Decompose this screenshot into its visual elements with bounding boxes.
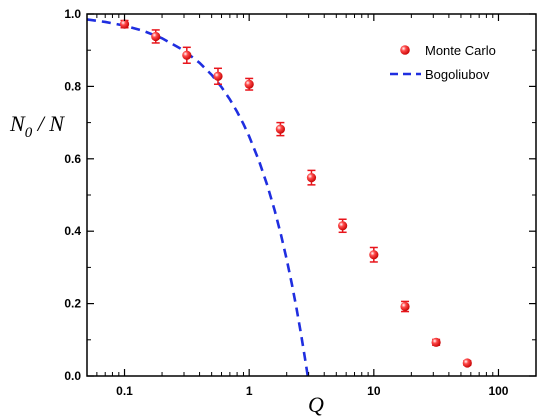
y-tick-label: 0.6 [64,152,81,166]
mc-marker [369,250,379,260]
legend-monte-carlo-label: Monte Carlo [425,43,496,58]
y-tick-label: 0.0 [64,369,81,383]
mc-point [338,218,348,234]
y-axis-title: N0 / N [9,111,65,141]
legend: Monte Carlo Bogoliubov [390,43,496,82]
mc-marker [275,124,285,134]
y-axis-title-sub: 0 [25,125,33,141]
mc-point [462,358,472,368]
mc-marker [400,301,410,312]
mc-marker [306,173,317,183]
mc-point [275,121,285,137]
mc-marker [431,337,441,347]
mc-marker [151,31,161,42]
y-tick-label: 0.2 [64,297,81,311]
mc-point [119,19,130,29]
mc-point [306,169,317,186]
mc-marker [182,50,192,60]
x-axis-title: Q [308,392,324,417]
y-tick-label: 0.8 [64,79,81,93]
legend-monte-carlo-marker [400,45,410,55]
mc-point [400,300,410,313]
y-axis-title-main: N [9,111,26,136]
mc-marker [244,79,254,89]
mc-marker [213,71,223,81]
mc-marker [338,221,348,231]
mc-point [182,46,192,64]
x-tick-label: 10 [367,384,381,398]
mc-point [244,77,254,91]
bogoliubov-curve [87,18,310,376]
x-tick-label: 100 [488,384,508,398]
mc-marker [462,358,472,368]
mc-point [151,29,161,44]
x-tick-label: 0.1 [116,384,133,398]
y-tick-label: 1.0 [64,7,81,21]
y-axis-title-rest: / N [32,111,65,136]
x-tick-label: 1 [246,384,253,398]
mc-point [431,337,441,347]
mc-marker [119,19,130,29]
mc-point [369,246,379,263]
y-tick-label: 0.4 [64,224,81,238]
mc-point [213,67,223,85]
legend-bogoliubov-label: Bogoliubov [425,67,490,82]
